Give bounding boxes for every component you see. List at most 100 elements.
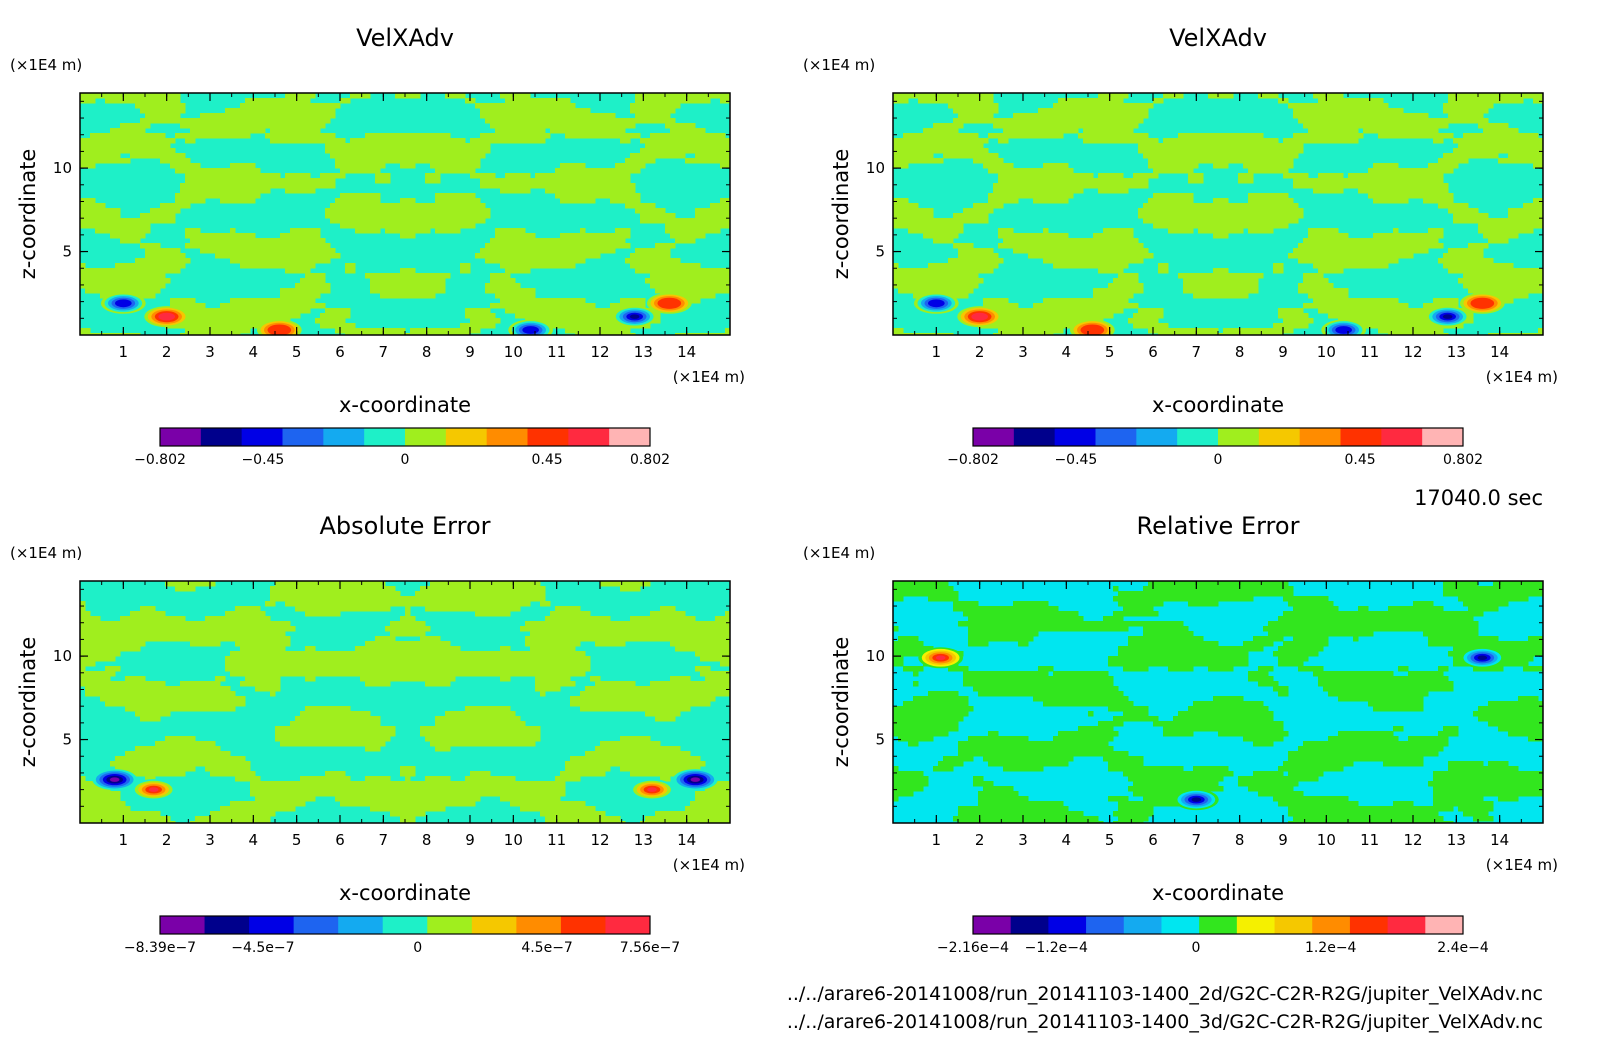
field-cell [375,288,381,294]
field-cell [345,208,351,214]
field-cell [1198,133,1204,139]
field-cell [280,293,286,299]
field-cell [540,183,546,189]
field-cell [120,148,126,154]
field-cell [580,228,586,234]
field-cell [1338,123,1344,129]
field-cell [1123,183,1129,189]
field-cell [95,228,101,234]
field-cell [310,118,316,124]
field-cell [1368,113,1374,119]
field-cell [1363,103,1369,109]
field-cell [958,93,964,99]
field-cell [908,203,914,209]
field-cell [490,243,496,249]
field-cell [1318,183,1324,189]
field-cell [1518,153,1524,159]
field-cell [340,163,346,169]
field-cell [1178,163,1184,169]
field-cell [455,93,461,99]
field-cell [230,168,236,174]
field-cell [335,208,341,214]
panel-title: VelXAdv [356,24,454,52]
field-cell [715,288,721,294]
field-cell [375,138,381,144]
field-cell [240,108,246,114]
field-cell [530,123,536,129]
field-cell [998,193,1004,199]
field-cell [660,258,666,264]
field-cell [968,98,974,104]
field-cell [385,218,391,224]
field-cell [1148,208,1154,214]
field-cell [245,328,251,334]
field-cell [1223,208,1229,214]
field-cell [170,203,176,209]
field-cell [490,283,496,289]
field-cell [445,208,451,214]
field-cell [475,198,481,204]
field-cell [715,283,721,289]
field-cell [928,138,934,144]
field-cell [1498,133,1504,139]
field-cell [285,293,291,299]
field-cell [1068,98,1074,104]
field-cell [205,188,211,194]
field-cell [655,243,661,249]
field-cell [310,243,316,249]
field-cell [240,103,246,109]
field-cell [185,233,191,239]
field-cell [1058,173,1064,179]
field-cell [295,263,301,269]
field-cell [1268,198,1274,204]
field-cell [575,108,581,114]
field-cell [145,268,151,274]
field-cell [315,138,321,144]
field-cell [1023,193,1029,199]
field-cell [255,128,261,134]
field-cell [1218,143,1224,149]
field-cell [105,223,111,229]
field-cell [295,108,301,114]
field-cell [525,173,531,179]
field-cell [155,138,161,144]
field-cell [1313,93,1319,99]
field-cell [1103,108,1109,114]
field-cell [520,178,526,184]
field-cell [590,313,596,319]
field-cell [630,123,636,129]
field-cell [1078,188,1084,194]
field-cell [90,143,96,149]
field-cell [1128,113,1134,119]
field-cell [265,243,271,249]
field-cell [1083,173,1089,179]
field-cell [510,183,516,189]
field-cell [933,128,939,134]
field-cell [1428,168,1434,174]
field-cell [1283,163,1289,169]
field-cell [720,273,726,279]
field-cell [160,218,166,224]
field-cell [140,293,146,299]
field-cell [715,223,721,229]
field-cell [420,333,426,335]
field-cell [515,288,521,294]
field-cell [305,253,311,259]
field-cell [1018,183,1024,189]
field-cell [300,108,306,114]
field-cell [1403,118,1409,124]
field-cell [1538,148,1543,154]
field-cell [1368,183,1374,189]
field-cell [165,93,171,99]
field-cell [580,253,586,259]
field-cell [1338,113,1344,119]
field-cell [310,253,316,259]
field-cell [265,113,271,119]
field-cell [470,318,476,324]
field-cell [165,103,171,109]
field-cell [1048,198,1054,204]
field-cell [235,108,241,114]
field-cell [1363,113,1369,119]
field-cell [1413,128,1419,134]
field-cell [240,193,246,199]
